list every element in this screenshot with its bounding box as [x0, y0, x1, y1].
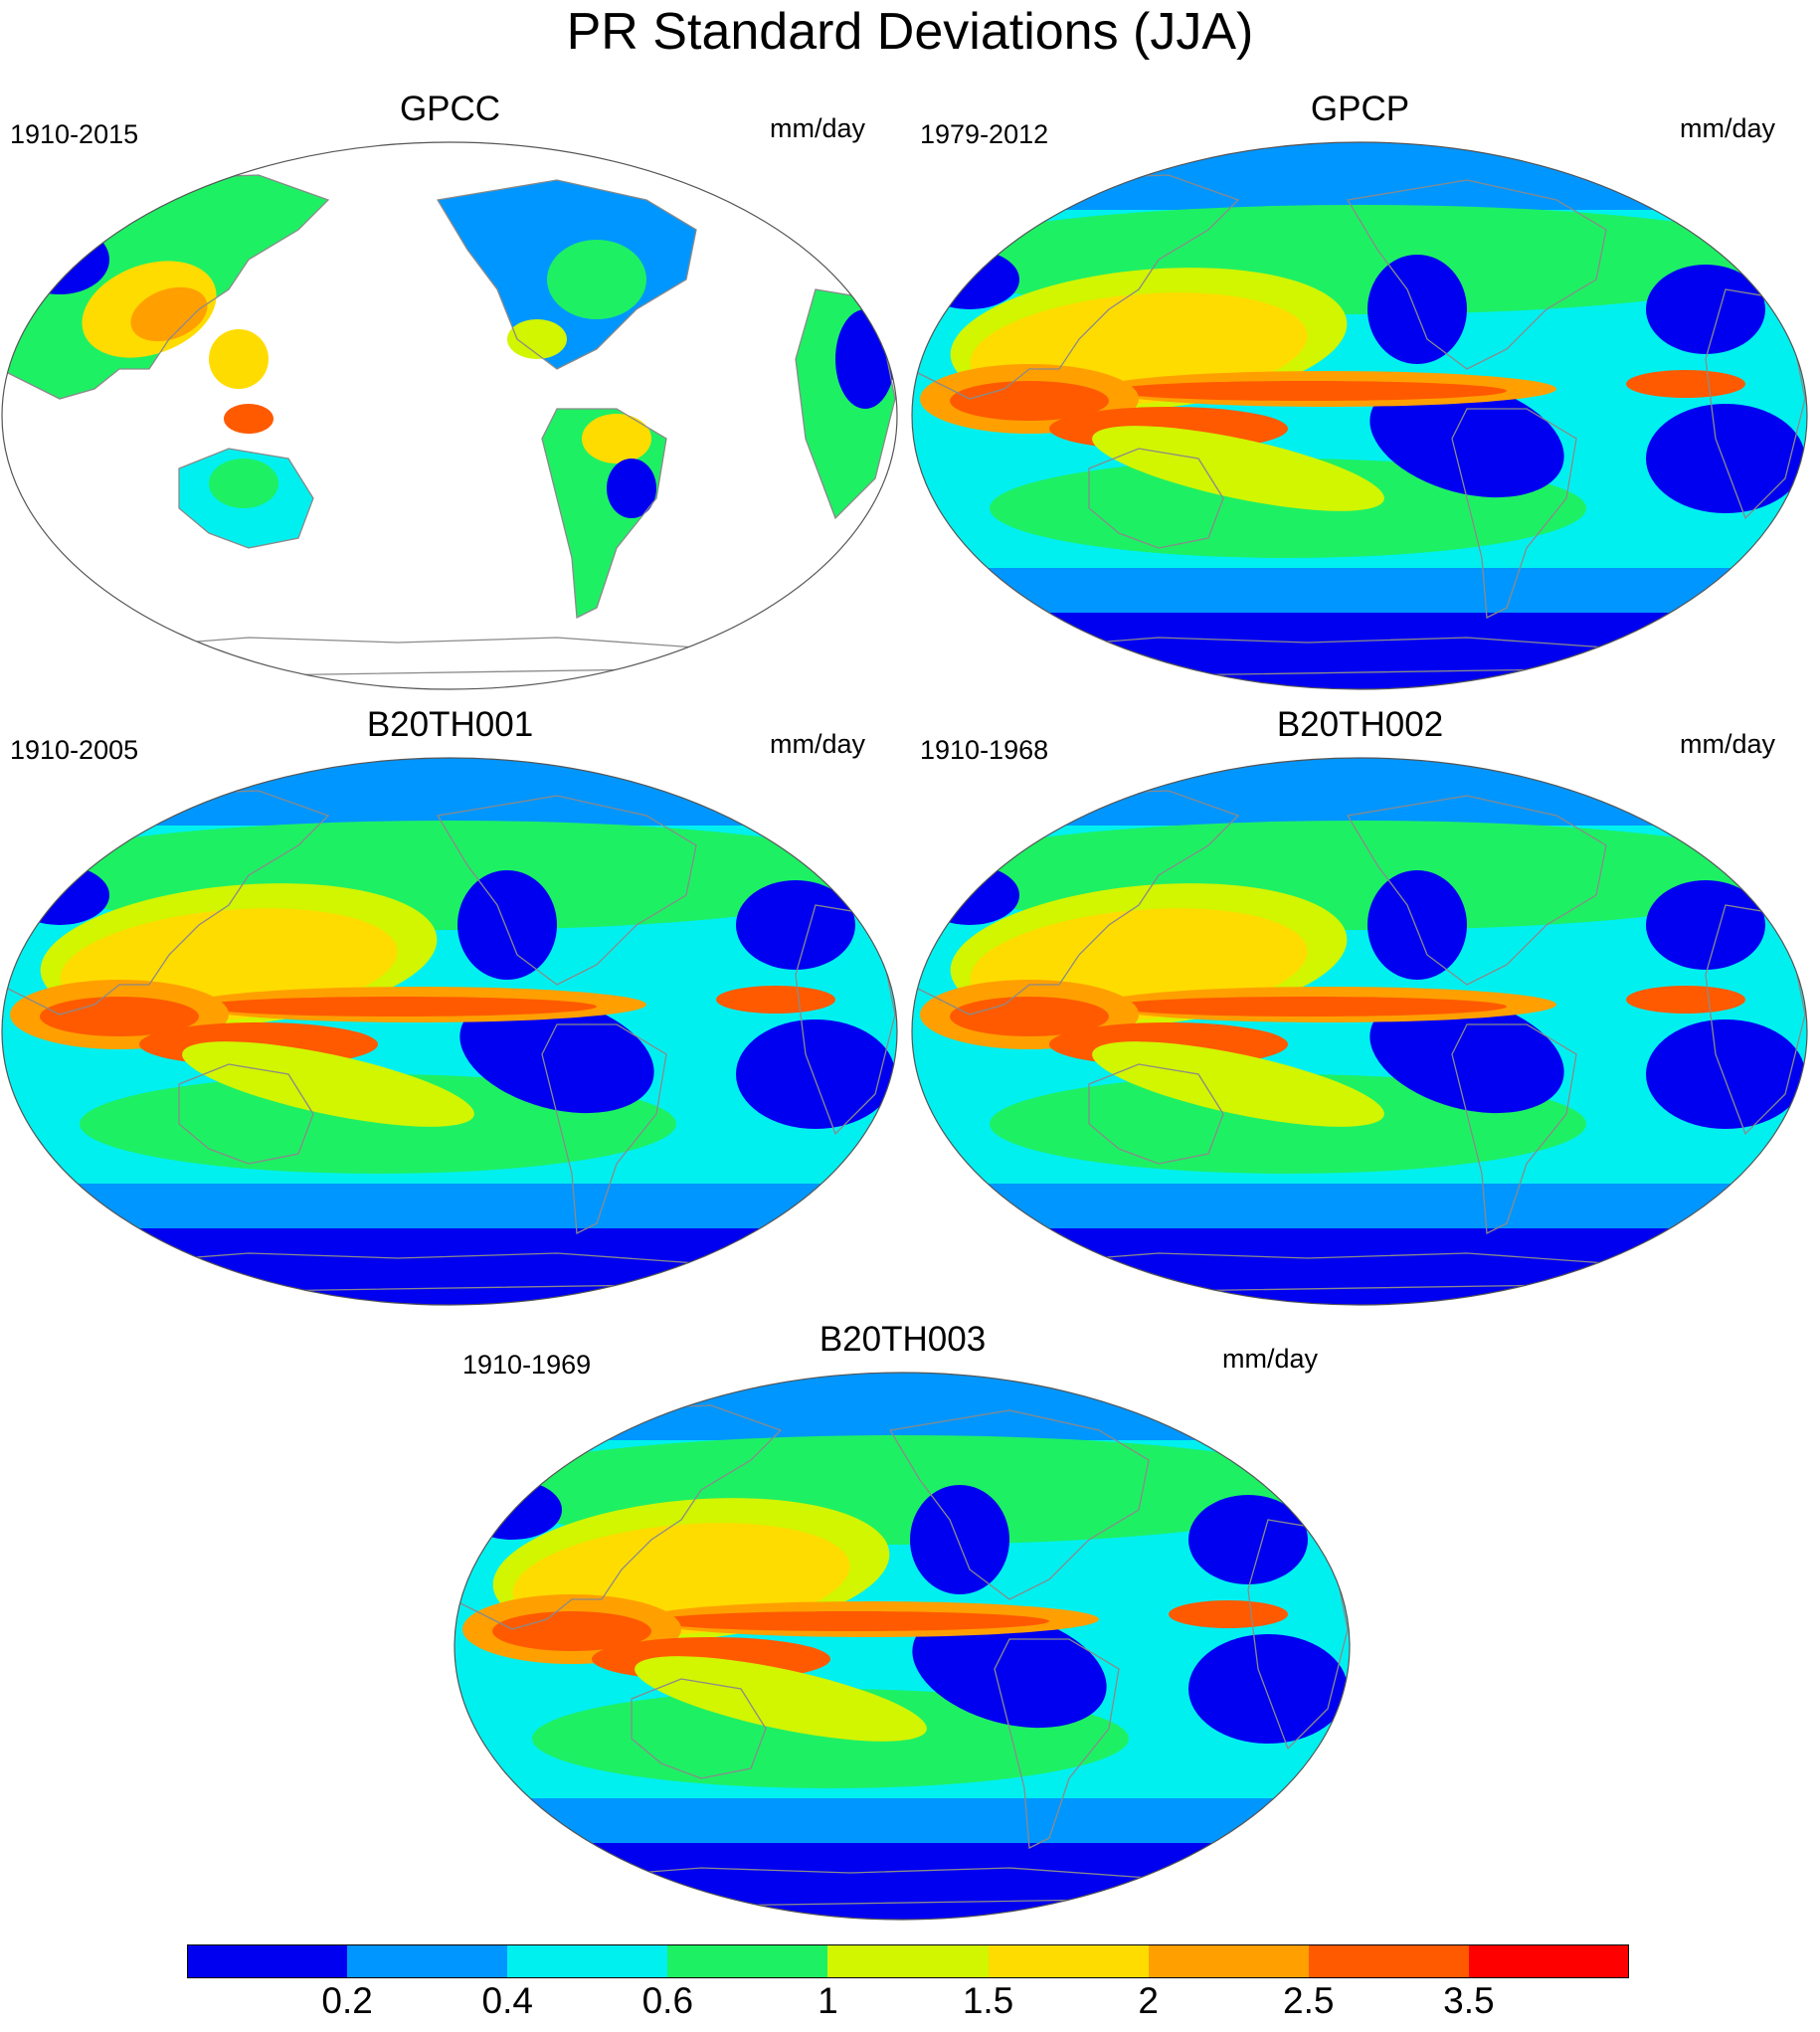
panel-gpcc: GPCC 1910-2015 mm/day: [0, 88, 900, 694]
colorbar-swatch: [187, 1944, 348, 1978]
panel-title: B20TH001: [366, 705, 534, 744]
colorbar-tick-label: 1: [818, 1980, 838, 2021]
panel-units: mm/day: [1679, 113, 1775, 143]
panel-title: GPCC: [399, 90, 501, 128]
panel-units: mm/day: [1679, 729, 1775, 759]
colorbar: [187, 1944, 1630, 1980]
panel-title: B20TH003: [819, 1320, 987, 1359]
colorbar-tick-label: 2: [1138, 1980, 1159, 2021]
panel-b20th002: B20TH002 1910-1968 mm/day: [910, 703, 1810, 1310]
colorbar-swatch: [1148, 1944, 1310, 1978]
colorbar-swatch: [1468, 1944, 1630, 1978]
panel-period: 1910-2005: [10, 735, 139, 765]
colorbar-swatch: [667, 1944, 828, 1978]
map-gpcc: [1, 141, 898, 690]
panel-b20th001: B20TH001 1910-2005 mm/day: [0, 703, 900, 1310]
panel-period: 1910-1969: [462, 1350, 592, 1380]
panel-units: mm/day: [1221, 1344, 1318, 1374]
colorbar-swatch: [988, 1944, 1150, 1978]
colorbar-tick-label: 0.2: [321, 1980, 373, 2021]
panel-gpcp: GPCP 1979-2012 mm/day: [910, 88, 1810, 694]
colorbar-tick-label: 2.5: [1283, 1980, 1335, 2021]
map-gpcp: [911, 141, 1808, 690]
panel-units: mm/day: [769, 729, 865, 759]
figure-title: PR Standard Deviations (JJA): [566, 3, 1254, 61]
panel-title: B20TH002: [1276, 705, 1444, 744]
colorbar-swatch: [1308, 1944, 1470, 1978]
panel-period: 1910-2015: [10, 119, 139, 149]
panel-title: GPCP: [1310, 90, 1410, 128]
map-b20th003: [454, 1372, 1351, 1921]
panel-period: 1910-1968: [920, 735, 1049, 765]
map-b20th001: [1, 757, 898, 1306]
colorbar-tick-label: 1.5: [962, 1980, 1014, 2021]
colorbar-swatch: [507, 1944, 668, 1978]
colorbar-tick-label: 0.4: [481, 1980, 533, 2021]
panel-b20th003: B20TH003 1910-1969 mm/day: [453, 1318, 1353, 1925]
colorbar-swatch: [827, 1944, 990, 1978]
colorbar-tick-label: 0.6: [641, 1980, 694, 2021]
panel-units: mm/day: [769, 113, 865, 143]
map-b20th002: [911, 757, 1808, 1306]
panel-period: 1979-2012: [920, 119, 1049, 149]
colorbar-swatch: [347, 1944, 508, 1978]
colorbar-tick-label: 3.5: [1443, 1980, 1495, 2021]
